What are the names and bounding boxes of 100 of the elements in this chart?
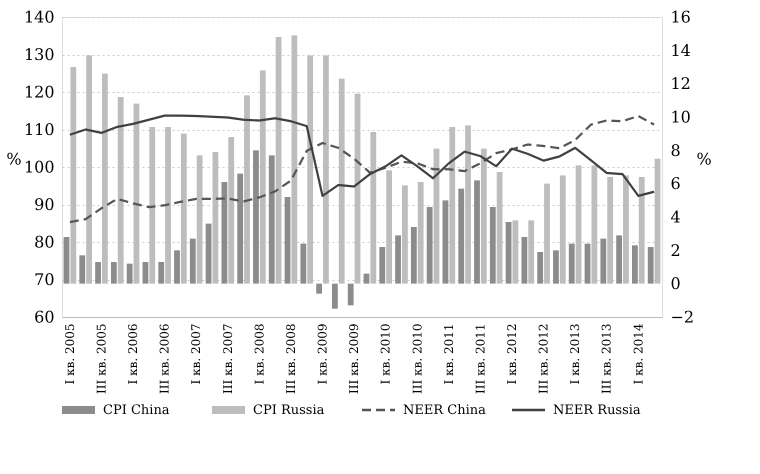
bar	[434, 148, 440, 284]
legend-label: NEER China	[403, 403, 486, 418]
y2-tick-label: 10	[670, 108, 691, 126]
bar	[560, 175, 566, 284]
bar	[354, 94, 360, 284]
bar	[528, 220, 534, 284]
y-tick-label: 120	[24, 82, 54, 102]
bar	[490, 207, 496, 284]
bar	[591, 165, 598, 284]
y2-tick-label: 16	[670, 8, 691, 26]
bar	[512, 220, 518, 284]
bar	[638, 177, 645, 284]
bar	[506, 222, 512, 284]
x-tick-label: III кв. 2012	[536, 324, 551, 394]
x-tick-label: III кв. 2007	[220, 324, 235, 394]
y2-tick-label: 0	[670, 274, 681, 294]
bar	[348, 284, 354, 306]
bar	[118, 97, 124, 284]
bar	[79, 255, 86, 284]
bar	[323, 55, 329, 284]
y-axis-title: %	[6, 150, 22, 168]
bar	[338, 78, 345, 284]
bar	[284, 197, 290, 284]
x-tick-label: I кв. 2005	[62, 324, 77, 384]
bar	[576, 165, 582, 284]
bar	[316, 284, 322, 294]
bar	[654, 158, 660, 284]
y-tick-label: 90	[34, 195, 54, 214]
x-tick-label: I кв. 2014	[631, 323, 646, 384]
bar	[190, 238, 196, 284]
x-tick-label: III кв. 2013	[600, 324, 614, 394]
bar	[86, 55, 92, 284]
x-tick-label: III кв. 2009	[347, 324, 362, 394]
y2-tick-label: 4	[670, 208, 681, 226]
bar	[244, 95, 250, 284]
x-tick-label: III кв. 2011	[473, 324, 488, 394]
bar	[480, 148, 487, 284]
bar	[607, 177, 614, 284]
bar	[474, 180, 480, 284]
y-tick-label: 130	[24, 45, 54, 64]
bar	[426, 207, 433, 284]
bar	[449, 127, 456, 284]
y2-tick-label: −2	[670, 308, 694, 326]
y2-tick-label: 8	[670, 140, 681, 160]
y2-tick-label: 2	[670, 240, 681, 260]
y-tick-label: 70	[34, 270, 54, 289]
bar	[410, 227, 417, 284]
bar	[196, 155, 203, 284]
x-tick-label: I кв. 2009	[316, 324, 330, 384]
bar	[260, 70, 266, 284]
bar	[600, 238, 606, 284]
bar	[165, 127, 171, 284]
bar	[496, 172, 503, 284]
bar	[212, 152, 218, 284]
bar	[553, 250, 559, 284]
bar	[70, 67, 76, 284]
legend-label: CPI China	[103, 403, 170, 418]
x-tick-label: I кв. 2010	[378, 324, 393, 384]
y-tick-label: 60	[34, 308, 54, 326]
legend-label: CPI Russia	[253, 403, 325, 418]
y2-axis-title: %	[696, 150, 712, 168]
legend-label: NEER Russia	[553, 403, 641, 418]
x-tick-label: I кв. 2006	[126, 324, 140, 384]
bar	[180, 134, 187, 284]
bar	[228, 137, 234, 284]
x-tick-label: III кв. 2006	[158, 324, 172, 394]
bar	[300, 244, 306, 284]
bar	[379, 247, 386, 284]
bar	[465, 125, 471, 284]
x-tick-label: I кв. 2011	[442, 324, 456, 384]
bar	[584, 244, 590, 284]
y-tick-label: 80	[34, 232, 54, 252]
bar	[95, 262, 101, 284]
bar	[544, 184, 550, 284]
y2-tick-label: 14	[670, 40, 691, 60]
bar	[307, 55, 314, 284]
bar	[442, 200, 448, 284]
bar	[632, 245, 638, 284]
bar	[616, 235, 622, 284]
bar	[276, 37, 282, 284]
bar	[158, 262, 164, 284]
bar	[110, 262, 117, 284]
bar	[568, 244, 575, 284]
bar	[364, 274, 370, 284]
bar	[402, 185, 408, 284]
y-tick-label: 140	[24, 8, 54, 26]
bar	[370, 132, 376, 284]
y-tick-label: 100	[24, 158, 54, 176]
bar	[253, 150, 259, 284]
x-tick-label: I кв. 2008	[252, 324, 266, 384]
x-tick-label: I кв. 2007	[189, 324, 204, 384]
bar	[268, 155, 275, 284]
bar	[134, 104, 140, 284]
bar	[521, 237, 528, 284]
bar	[386, 170, 392, 284]
y2-tick-label: 6	[670, 174, 681, 194]
bar	[206, 224, 212, 284]
bar	[64, 237, 70, 284]
x-tick-label: III кв. 2010	[410, 324, 424, 394]
bar	[102, 74, 108, 284]
